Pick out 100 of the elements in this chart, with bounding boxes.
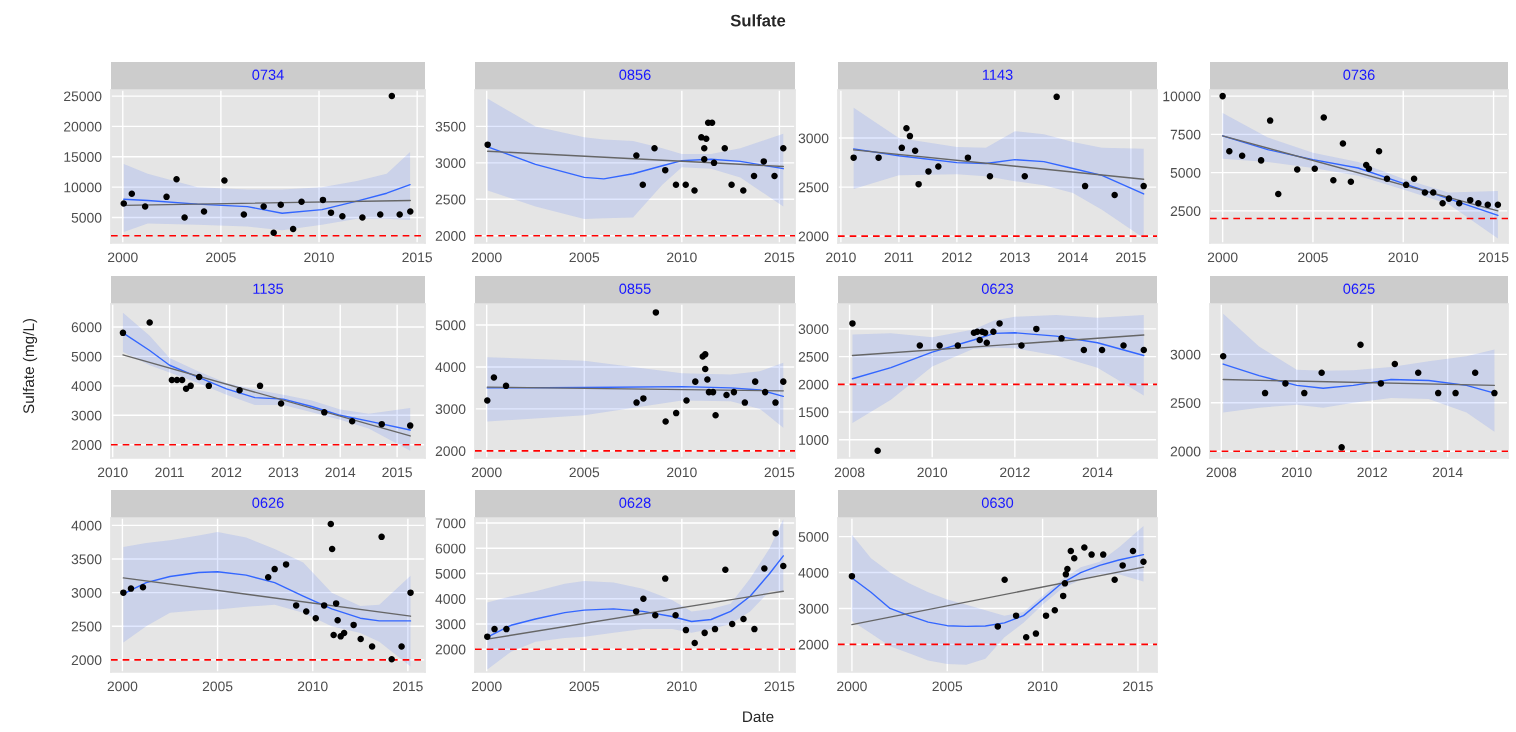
point	[120, 200, 128, 207]
point	[1051, 607, 1059, 614]
point	[691, 639, 698, 647]
point	[711, 625, 719, 633]
x-tick-label: 2010	[97, 467, 128, 478]
point	[406, 422, 414, 429]
y-tick-label: 15000	[64, 152, 102, 162]
y-tick-label: 10000	[1163, 91, 1201, 102]
point	[935, 163, 942, 170]
y-tick-label: 2500	[1170, 398, 1201, 408]
y-tick-label: 5000	[798, 532, 829, 542]
point	[751, 625, 758, 633]
x-tick-label: 2015	[1116, 252, 1146, 263]
point	[1261, 389, 1269, 397]
x-tick-label: 2010	[667, 681, 697, 692]
x-tick-label: 2010	[667, 252, 697, 263]
x-tick-label: 2008	[834, 467, 865, 478]
point	[1140, 558, 1147, 566]
point	[1042, 612, 1050, 619]
y-tick-label: 2500	[798, 182, 829, 193]
point	[378, 533, 385, 541]
y-tick-label: 3000	[435, 404, 466, 415]
point	[1338, 444, 1345, 451]
chart-title: 0856	[619, 69, 651, 80]
x-tick-label: 2010	[304, 252, 334, 263]
y-tick-label: 3000	[798, 133, 829, 144]
y-tick-label: 2500	[1170, 206, 1201, 217]
y-tick-label: 3000	[798, 324, 829, 335]
x-tick-label: 2005	[202, 681, 233, 692]
point	[1119, 562, 1126, 569]
y-tick-label: 7000	[435, 518, 466, 529]
point	[1226, 147, 1233, 155]
point	[915, 180, 922, 188]
point	[1257, 157, 1265, 164]
x-tick-label: 2010	[667, 467, 697, 478]
point	[240, 211, 248, 218]
x-tick-label: 2015	[1478, 252, 1509, 263]
x-tick-label: 2005	[569, 681, 600, 692]
chart-title: 0626	[252, 497, 284, 508]
x-tick-label: 2005	[206, 252, 236, 263]
point	[1318, 369, 1325, 377]
point	[490, 374, 498, 381]
point	[484, 397, 491, 404]
point	[1059, 592, 1067, 600]
point	[1339, 140, 1347, 147]
point	[298, 198, 305, 205]
y-tick-label: 3000	[71, 587, 102, 598]
point	[1330, 177, 1337, 184]
point	[127, 585, 135, 592]
point	[334, 616, 341, 624]
point	[986, 173, 994, 180]
point	[396, 211, 403, 218]
y-tick-label: 6000	[435, 543, 466, 554]
point	[1375, 147, 1383, 155]
point	[1064, 565, 1071, 573]
point	[503, 625, 510, 633]
y-tick-label: 5000	[71, 212, 102, 223]
point	[661, 575, 669, 582]
point	[682, 626, 690, 634]
x-tick-label: 2000	[471, 467, 502, 478]
x-tick-label: 2015	[382, 467, 412, 478]
point	[302, 608, 310, 615]
point	[740, 615, 747, 623]
point	[277, 400, 285, 407]
point	[850, 154, 857, 161]
point	[1475, 199, 1482, 207]
point	[1140, 182, 1147, 190]
point	[1455, 199, 1463, 207]
y-tick-label: 3000	[435, 619, 466, 630]
point	[120, 589, 127, 596]
point	[701, 145, 708, 152]
y-tick-label: 4000	[71, 381, 102, 392]
x-tick-label: 2014	[1058, 252, 1088, 263]
point	[652, 611, 659, 619]
y-tick-label: 4000	[435, 362, 466, 373]
point	[936, 342, 943, 349]
point	[730, 388, 738, 396]
point	[780, 378, 787, 385]
point	[178, 376, 186, 384]
point	[1081, 544, 1088, 551]
point	[340, 629, 348, 637]
x-tick-label: 2005	[1298, 252, 1328, 263]
point	[1466, 196, 1474, 204]
y-tick-label: 2000	[71, 655, 102, 666]
point	[925, 168, 932, 175]
point	[772, 529, 779, 537]
y-tick-label: 2000	[1170, 446, 1201, 457]
y-tick-label: 2000	[798, 639, 829, 650]
point	[771, 172, 778, 180]
point	[1012, 612, 1020, 619]
point	[772, 399, 779, 406]
point	[632, 608, 640, 615]
x-tick-label: 2010	[917, 467, 948, 478]
y-tick-label: 2500	[435, 194, 466, 205]
x-tick-label: 2000	[471, 681, 502, 692]
point	[682, 181, 689, 188]
point	[640, 395, 647, 402]
y-tick-label: 5000	[1170, 167, 1201, 178]
x-tick-label: 2014	[325, 467, 356, 478]
point	[312, 614, 320, 622]
